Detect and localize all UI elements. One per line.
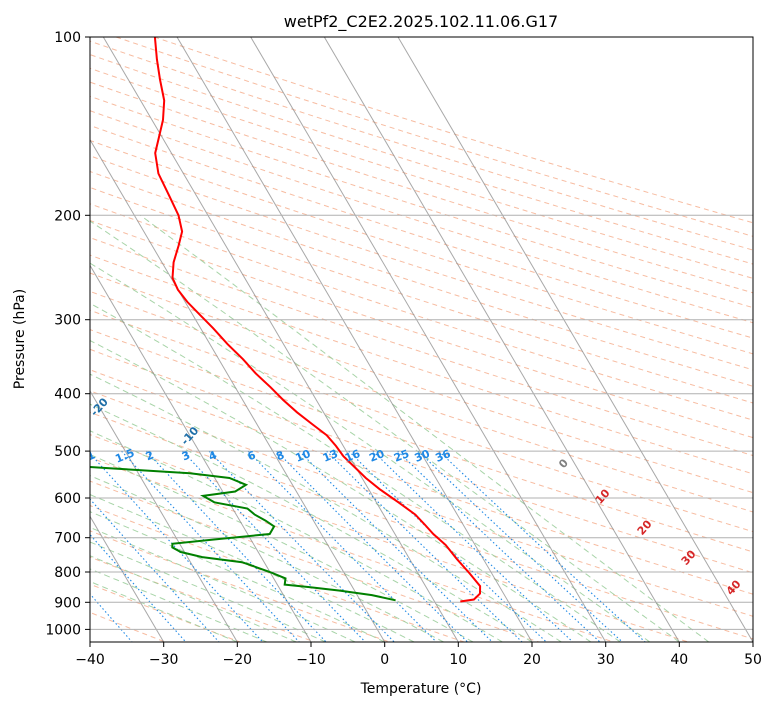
dry-adiabat-line — [90, 329, 753, 553]
dry-adiabat-line — [90, 272, 753, 494]
mixing-ratio-line — [298, 450, 493, 642]
dry-adiabat-line — [90, 81, 753, 294]
profile-series — [90, 37, 482, 603]
y-tick-label: 500 — [54, 444, 81, 460]
x-tick-label: 0 — [380, 652, 389, 668]
dry-adiabat-line — [90, 505, 465, 642]
dry-adiabat-line — [90, 456, 614, 642]
moist-adiabat-line — [90, 220, 680, 642]
chart-title: wetPf2_C2E2.2025.102.11.06.G17 — [284, 12, 558, 32]
y-tick-label: 900 — [54, 595, 81, 611]
mixing-ratio-line — [208, 450, 395, 642]
y-tick-label: 100 — [54, 30, 81, 46]
mixing-ratio-line — [90, 498, 220, 642]
mixing-ratio-label: 2 — [144, 448, 156, 463]
moist-adiabat-line — [90, 494, 415, 642]
x-axis-label: Temperature (°C) — [360, 681, 482, 697]
x-tick-label: −20 — [223, 652, 253, 668]
x-tick-label: −10 — [296, 652, 326, 668]
moist-adiabat-line — [90, 430, 503, 642]
isotherm-line — [102, 37, 459, 642]
dry-adiabat-line — [154, 37, 753, 224]
dry-adiabat-line — [90, 40, 753, 251]
isotherm-line — [90, 138, 386, 642]
moist-adiabat-line — [90, 454, 474, 642]
mixing-ratio-line — [247, 450, 437, 642]
line-annotations: -100-90-80-70-60-50-40-30-20-100.10.20.4… — [8, 395, 744, 598]
y-tick-label: 400 — [54, 387, 81, 403]
mixing-ratio-line — [121, 450, 300, 642]
x-tick-label: 20 — [523, 652, 541, 668]
mixing-ratio-label: 0.4 — [8, 446, 31, 465]
dry-adiabat-line — [90, 203, 753, 421]
mixing-ratio-label: 30 — [413, 447, 432, 465]
y-tick-label: 200 — [54, 208, 81, 224]
dry-adiabat-line — [90, 186, 753, 404]
mixing-ratio-line — [276, 450, 468, 642]
y-tick-label: 600 — [54, 491, 81, 507]
mixing-ratio-label: 1 — [85, 448, 97, 463]
mixing-ratio-line — [417, 450, 623, 642]
x-tick-label: 10 — [449, 652, 467, 668]
moist-adiabat-line — [90, 262, 651, 642]
mixing-ratio-line — [90, 593, 133, 642]
mixing-ratio-label: 13 — [321, 447, 340, 465]
temperature-profile-line — [153, 37, 482, 603]
dry-adiabat-line — [90, 530, 390, 642]
x-tick-label: −40 — [75, 652, 105, 668]
x-tick-label: 30 — [597, 652, 615, 668]
mixing-ratio-line — [438, 450, 646, 642]
dry-adiabat-line — [90, 155, 753, 371]
mixing-ratio-label: 8 — [274, 448, 286, 463]
y-tick-label: 1000 — [45, 622, 81, 638]
dry-adiabat-line — [90, 110, 753, 324]
isotherm-line — [90, 389, 238, 642]
isotherm-line — [250, 37, 607, 642]
isotherm-line — [397, 37, 753, 642]
mixing-ratio-line — [90, 452, 264, 642]
dewpoint-profile-line — [90, 466, 396, 602]
dry-adiabat-line — [90, 237, 753, 457]
mixing-ratio-label: 36 — [433, 447, 452, 465]
mixing-ratio-label: 20 — [367, 447, 386, 465]
dry-adiabat-line — [90, 480, 539, 642]
x-tick-label: −30 — [149, 652, 179, 668]
isotherm-line — [90, 264, 312, 642]
isotherm-line — [323, 37, 680, 642]
mixing-ratio-line — [326, 450, 523, 642]
moist-adiabat-line — [90, 475, 444, 642]
mixing-ratio-label: 16 — [343, 447, 362, 465]
y-axis-label: Pressure (hPa) — [12, 289, 28, 389]
x-tick-label: 50 — [744, 652, 762, 668]
plot-frame — [89, 36, 754, 643]
mixing-ratio-label: 10 — [293, 447, 312, 465]
x-tick-label: 40 — [670, 652, 688, 668]
isotherm-line — [90, 515, 165, 642]
moist-adiabat-line — [140, 214, 710, 642]
y-tick-label: 300 — [54, 313, 81, 329]
pressure-grid — [90, 37, 753, 630]
mixing-ratio-line — [348, 450, 547, 642]
isotherm-line — [176, 37, 533, 642]
moist-adiabat-line — [90, 580, 238, 642]
y-axis-ticks: 100 200 300 400 500 600 700 800 900 1000 — [45, 30, 90, 638]
mixing-ratio-label: 25 — [392, 447, 411, 465]
plot-background — [90, 37, 753, 642]
mixing-ratio-label: 3 — [180, 448, 192, 463]
background-lines — [90, 37, 753, 642]
dry-adiabat-line — [90, 54, 753, 265]
dry-adiabat-line — [90, 434, 689, 642]
y-tick-label: 800 — [54, 565, 81, 581]
y-tick-label: 700 — [54, 531, 81, 547]
x-axis-ticks: −40 −30 −20 −10 0 10 20 30 40 50 — [75, 642, 762, 668]
moist-adiabat-line — [90, 403, 533, 642]
